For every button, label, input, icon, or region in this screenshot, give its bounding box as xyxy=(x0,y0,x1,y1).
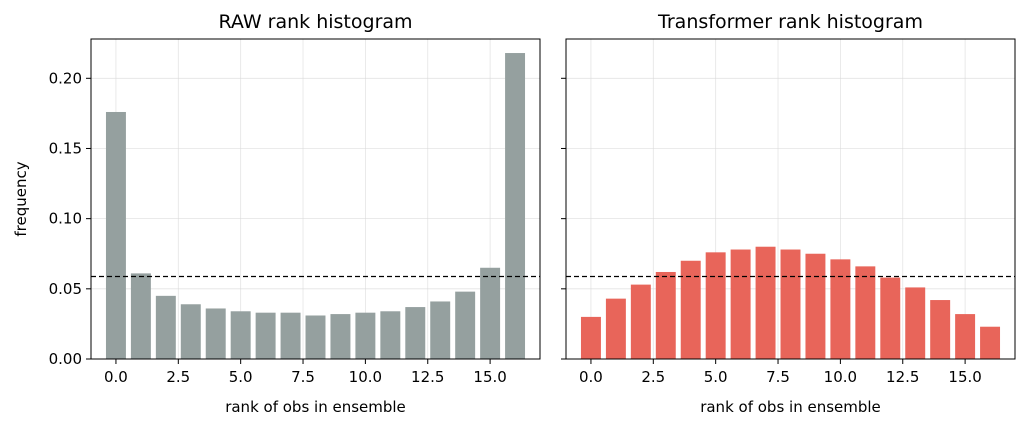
y-tick-label: 0.20 xyxy=(49,69,82,87)
bar-rank-9 xyxy=(805,253,826,359)
x-tick-label: 0.0 xyxy=(579,368,603,386)
x-tick-label: 12.5 xyxy=(411,368,444,386)
bar-rank-13 xyxy=(430,301,451,359)
x-axis-label: rank of obs in ensemble xyxy=(700,398,881,416)
chart-title: Transformer rank histogram xyxy=(657,11,923,33)
bar-rank-9 xyxy=(330,314,351,359)
bar-rank-0 xyxy=(580,316,601,359)
bar-rank-4 xyxy=(205,308,226,359)
bar-rank-11 xyxy=(380,311,401,359)
bar-rank-1 xyxy=(130,273,151,359)
bar-rank-14 xyxy=(455,291,476,359)
plot-frame xyxy=(90,38,541,360)
y-tick-label: 0.10 xyxy=(49,210,82,228)
bar-rank-16 xyxy=(505,53,526,359)
bar-rank-5 xyxy=(705,252,726,359)
x-tick-label: 10.0 xyxy=(349,368,382,386)
bar-rank-15 xyxy=(480,267,501,359)
bar-rank-13 xyxy=(905,287,926,359)
bar-rank-0 xyxy=(105,111,126,359)
bar-rank-10 xyxy=(355,312,376,359)
bar-rank-15 xyxy=(955,314,976,359)
bar-rank-3 xyxy=(655,271,676,359)
x-axis-label: rank of obs in ensemble xyxy=(225,398,406,416)
bar-rank-6 xyxy=(730,249,751,359)
x-tick-label: 2.5 xyxy=(641,368,665,386)
x-tick-label: 15.0 xyxy=(473,368,506,386)
x-tick-label: 15.0 xyxy=(948,368,981,386)
x-tick-label: 12.5 xyxy=(886,368,919,386)
y-tick-label: 0.15 xyxy=(49,139,82,157)
bar-rank-7 xyxy=(280,312,301,359)
bar-rank-2 xyxy=(155,295,176,359)
bar-rank-11 xyxy=(855,266,876,359)
x-tick-label: 7.5 xyxy=(766,368,790,386)
chart-title: RAW rank histogram xyxy=(218,11,412,33)
bar-rank-14 xyxy=(930,300,951,359)
bar-rank-12 xyxy=(405,307,426,359)
x-tick-label: 7.5 xyxy=(291,368,315,386)
y-axis-label: frequency xyxy=(12,161,30,236)
bar-rank-6 xyxy=(255,312,276,359)
bar-rank-3 xyxy=(180,304,201,359)
y-tick-label: 0.00 xyxy=(49,350,82,368)
x-tick-label: 10.0 xyxy=(824,368,857,386)
bar-rank-5 xyxy=(230,311,251,359)
x-tick-label: 5.0 xyxy=(229,368,253,386)
bar-rank-4 xyxy=(680,260,701,359)
x-tick-label: 2.5 xyxy=(166,368,190,386)
bar-rank-8 xyxy=(780,249,801,359)
y-tick-label: 0.05 xyxy=(49,280,82,298)
bar-rank-7 xyxy=(755,246,776,359)
x-tick-label: 0.0 xyxy=(104,368,128,386)
panel-transformer: 0.0 2.5 5.0 7.5 10.0 12.5 15.0 Transformer rank… xyxy=(561,11,1016,416)
bar-rank-2 xyxy=(630,284,651,359)
bar-rank-1 xyxy=(605,298,626,359)
bar-rank-12 xyxy=(880,277,901,359)
bar-rank-10 xyxy=(830,259,851,359)
plot-frame xyxy=(565,38,1016,360)
x-tick-label: 5.0 xyxy=(704,368,728,386)
bar-rank-16 xyxy=(980,326,1001,359)
bar-rank-8 xyxy=(305,315,326,359)
panel-raw: 0.0 2.5 5.0 7.5 10.0 12.5 15.0 0.00 0.05 0.10 0.15… xyxy=(12,11,541,416)
